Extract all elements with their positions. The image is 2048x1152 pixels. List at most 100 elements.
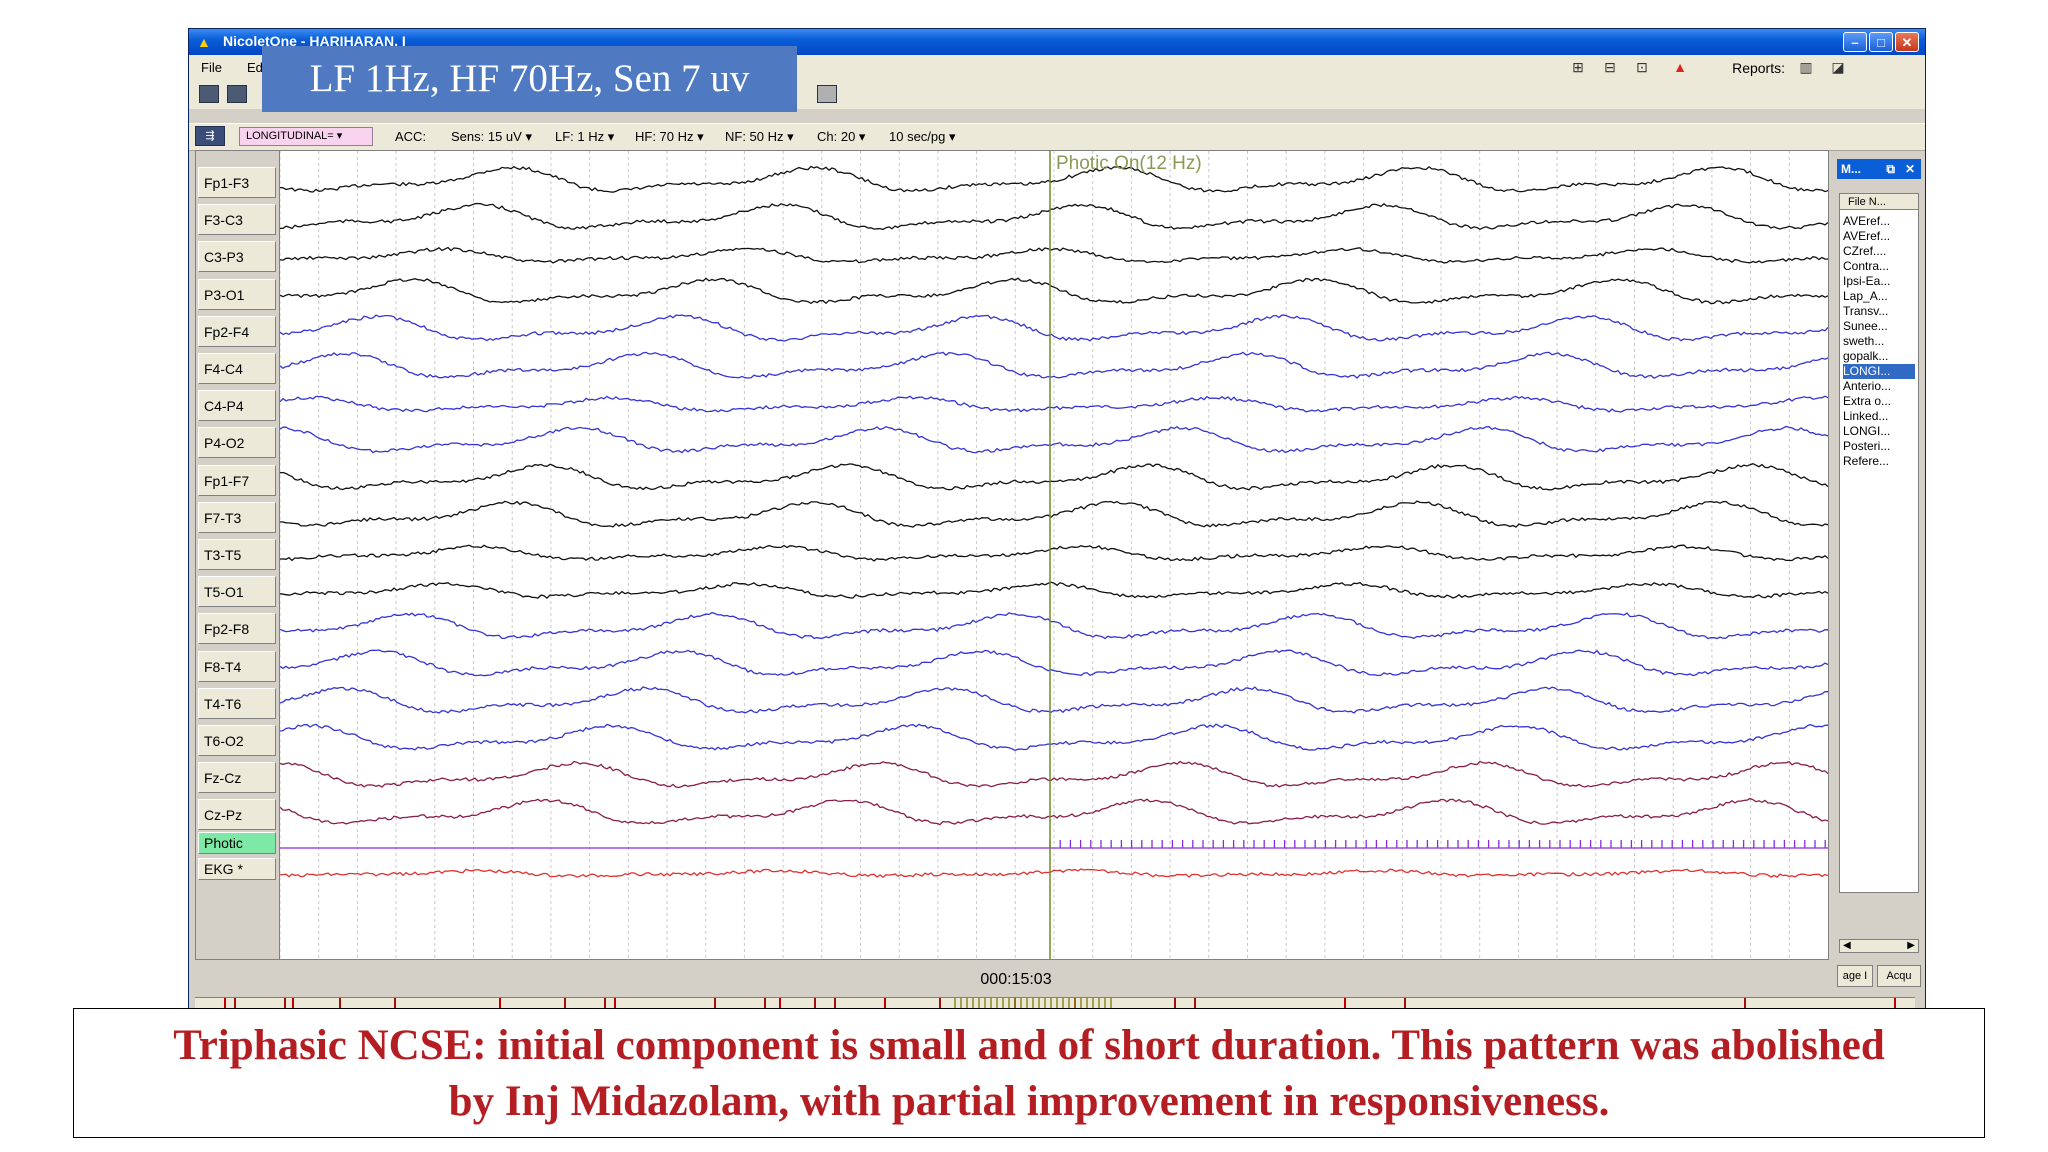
channel-label-cz-pz[interactable]: Cz-Pz (198, 799, 276, 831)
montage-list-item[interactable]: LONGI... (1843, 424, 1891, 438)
print-icon[interactable] (227, 85, 247, 103)
montage-list-item[interactable]: Refere... (1843, 454, 1890, 468)
window-title: NicoletOne - HARIHARAN, I (223, 33, 406, 49)
sensitivity-select[interactable]: Sens: 15 uV ▾ (451, 129, 532, 144)
channel-label-p4-o2[interactable]: P4-O2 (198, 427, 276, 459)
tool-icon-1[interactable]: ⊞ (1572, 59, 1584, 75)
channel-label-t6-o2[interactable]: T6-O2 (198, 725, 276, 756)
trace-fp1-f7 (280, 462, 1828, 491)
app-icon: ▲ (197, 34, 211, 50)
montage-list-item[interactable]: Posteri... (1843, 439, 1891, 453)
montage-list-header: File N... (1840, 194, 1918, 210)
montage-list-item[interactable]: AVEref... (1843, 214, 1891, 228)
montage-select[interactable]: LONGITUDINAL= ▾ (239, 127, 373, 146)
eeg-traces[interactable]: Photic On(12 Hz) (280, 151, 1828, 959)
restore-icon[interactable]: ⧉ (1886, 162, 1895, 176)
waveforms (280, 165, 1828, 879)
high-filter-select[interactable]: HF: 70 Hz ▾ (635, 129, 704, 144)
close-button[interactable]: ✕ (1895, 32, 1919, 52)
trace-fp2-f4 (280, 314, 1828, 342)
side-panel-title: M... ⧉ ✕ (1837, 159, 1921, 179)
sensitivity-value: Sens: 15 uV (451, 129, 522, 144)
montage-list-item[interactable]: sweth... (1843, 334, 1885, 348)
report-icon-1[interactable]: ▥ (1799, 59, 1813, 75)
alert-icon[interactable]: ▲ (1673, 59, 1687, 75)
channel-label-p3-o1[interactable]: P3-O1 (198, 278, 276, 310)
channel-label-f4-c4[interactable]: F4-C4 (198, 353, 276, 384)
close-icon[interactable]: ✕ (1904, 162, 1915, 176)
scroll-right-icon[interactable]: ▶ (1907, 940, 1915, 951)
maximize-button[interactable]: □ (1869, 32, 1893, 52)
channel-label-fp2-f8[interactable]: Fp2-F8 (198, 613, 276, 645)
trace-ekg (280, 868, 1828, 879)
montage-list-item[interactable]: AVEref... (1843, 229, 1891, 243)
channel-label-t3-t5[interactable]: T3-T5 (198, 539, 276, 570)
montage-list-item[interactable]: Ipsi-Ea... (1843, 274, 1891, 288)
channel-label-f3-c3[interactable]: F3-C3 (198, 204, 276, 236)
side-scrollbar[interactable]: ◀ ▶ (1839, 939, 1919, 953)
montage-list[interactable]: File N... AVEref... AVEref... CZref.... Con… (1839, 193, 1919, 893)
channel-label-fp2-f4[interactable]: Fp2-F4 (198, 315, 276, 347)
parameters-bar: ⇶ LONGITUDINAL= ▾ ACC: Sens: 15 uV ▾ LF:… (189, 123, 1925, 151)
montage-list-item[interactable]: gopalk... (1843, 349, 1889, 363)
channel-label-fz-cz[interactable]: Fz-Cz (198, 762, 276, 794)
montage-list-item[interactable]: Linked... (1843, 409, 1889, 423)
channel-label-f7-t3[interactable]: F7-T3 (198, 501, 276, 533)
trace-f3-c3 (280, 202, 1828, 231)
trace-cz-pz (280, 797, 1828, 826)
montage-list-item[interactable]: Contra... (1843, 259, 1890, 273)
menu-edit[interactable]: Ed (247, 60, 263, 75)
montage-list-item[interactable]: Anterio... (1843, 379, 1892, 393)
channel-label-f8-t4[interactable]: F8-T4 (198, 650, 276, 682)
calendar-icon[interactable] (817, 85, 837, 103)
channel-config-icon[interactable]: ⇶ (195, 126, 225, 146)
save-icon[interactable] (199, 85, 219, 103)
tool-icon-3[interactable]: ⊡ (1636, 59, 1648, 75)
page-button[interactable]: age I (1837, 965, 1873, 987)
caption-line-2: by Inj Midazolam, with partial improveme… (448, 1078, 1610, 1125)
minimize-button[interactable]: – (1843, 32, 1867, 52)
trace-t4-t6 (280, 686, 1828, 714)
side-panel-title-text: M... (1841, 162, 1861, 176)
channel-label-fp1-f3[interactable]: Fp1-F3 (198, 167, 276, 198)
menu-file[interactable]: File (201, 60, 222, 75)
scroll-left-icon[interactable]: ◀ (1843, 940, 1851, 951)
montage-list-item[interactable]: LONGI... (1843, 364, 1915, 379)
trace-t6-o2 (280, 723, 1828, 752)
time-grid (280, 151, 1790, 959)
caption-line-1: Triphasic NCSE: initial component is sma… (173, 1022, 1885, 1069)
tool-icon-2[interactable]: ⊟ (1604, 59, 1616, 75)
speed-value: 10 sec/pg (889, 129, 946, 144)
eeg-viewer-window: ▲ NicoletOne - HARIHARAN, I – □ ✕ File E… (188, 28, 1926, 1014)
trace-f7-t3 (280, 500, 1828, 528)
channel-label-t5-o1[interactable]: T5-O1 (198, 576, 276, 608)
trace-p4-o2 (280, 425, 1828, 454)
channel-label-photic[interactable]: Photic (198, 832, 276, 854)
trace-fp2-f8 (280, 611, 1828, 640)
montage-side-panel: M... ⧉ ✕ File N... AVEref... AVEref... CZr… (1833, 159, 1923, 987)
channel-label-c3-p3[interactable]: C3-P3 (198, 241, 276, 273)
trace-f4-c4 (280, 351, 1828, 380)
channel-label-ekg[interactable]: EKG * (198, 858, 276, 880)
acquire-button[interactable]: Acqu (1877, 965, 1921, 987)
acc-label: ACC: (395, 129, 427, 144)
channel-label-fp1-f7[interactable]: Fp1-F7 (198, 464, 276, 496)
channel-label-t4-t6[interactable]: T4-T6 (198, 687, 276, 719)
notch-filter-value: NF: 50 Hz (725, 129, 784, 144)
montage-list-item[interactable]: Transv... (1843, 304, 1889, 318)
low-filter-select[interactable]: LF: 1 Hz ▾ (555, 129, 615, 144)
trace-fz-cz (280, 760, 1828, 789)
speed-select[interactable]: 10 sec/pg ▾ (889, 129, 956, 144)
reports-label: Reports: (1732, 60, 1785, 76)
trace-fp1-f3 (280, 165, 1828, 193)
report-icon-2[interactable]: ◪ (1831, 59, 1845, 75)
montage-list-item[interactable]: CZref.... (1843, 244, 1887, 258)
channel-label-c4-p4[interactable]: C4-P4 (198, 390, 276, 422)
channel-count-value: Ch: 20 (817, 129, 856, 144)
channel-count-select[interactable]: Ch: 20 ▾ (817, 129, 866, 144)
montage-list-item[interactable]: Lap_A... (1843, 289, 1888, 303)
montage-list-item[interactable]: Sunee... (1843, 319, 1888, 333)
eeg-display[interactable]: Fp1-F3 F3-C3 C3-P3 P3-O1 Fp2-F4 F4-C4 C4-P4 P4-… (195, 150, 1829, 960)
montage-list-item[interactable]: Extra o... (1843, 394, 1892, 408)
notch-filter-select[interactable]: NF: 50 Hz ▾ (725, 129, 794, 144)
